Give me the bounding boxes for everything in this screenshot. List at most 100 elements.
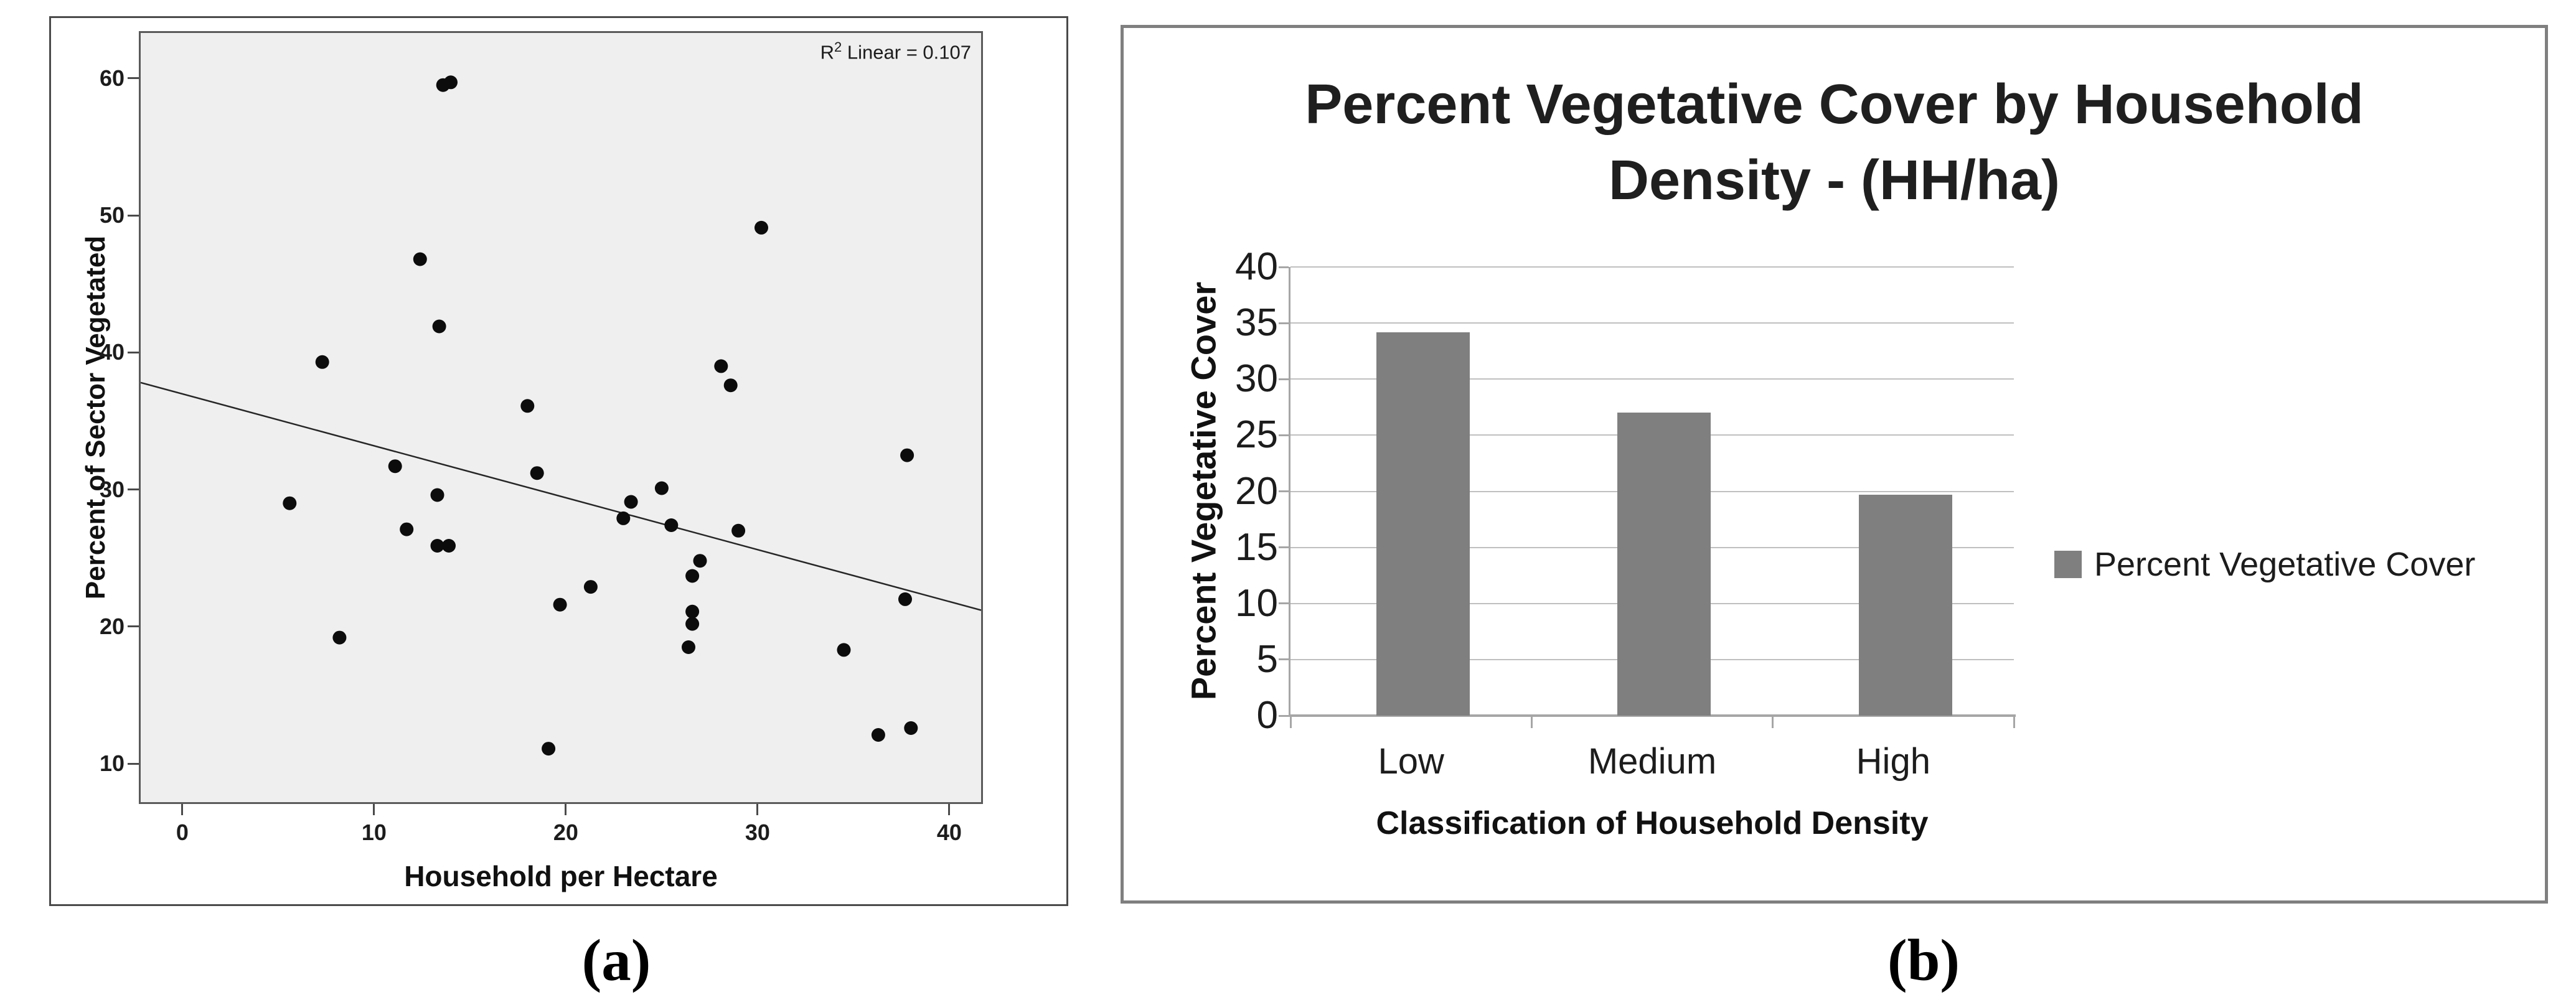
bar-y-tick-mark xyxy=(1279,266,1289,268)
bar-x-axis-title: Classification of Household Density xyxy=(1376,805,1929,841)
scatter-y-tick-label: 40 xyxy=(99,339,125,365)
data-point xyxy=(685,569,700,583)
scatter-y-tick-mark xyxy=(128,214,139,217)
bar-plot-area: 0 5 10 15 20 25 30 35 40 Low Medium High xyxy=(1235,245,2016,782)
data-point xyxy=(685,604,700,619)
r-squared-base: R xyxy=(820,41,835,63)
scatter-x-tick-mark xyxy=(181,804,184,815)
gridline xyxy=(1290,322,2014,324)
bar-chart-title: Percent Vegetative Cover by Household De… xyxy=(1124,67,2545,218)
scatter-y-tick-mark xyxy=(128,625,139,628)
data-point xyxy=(520,399,535,413)
scatter-x-tick-label: 0 xyxy=(176,820,189,845)
data-point xyxy=(315,355,329,369)
bar-category-label-medium: Medium xyxy=(1587,741,1717,782)
data-point xyxy=(553,597,567,612)
data-point xyxy=(583,580,598,594)
bar-category-label-high: High xyxy=(1856,741,1930,782)
bar-y-tick-mark xyxy=(1279,714,1289,717)
caption-b: (b) xyxy=(1887,927,1960,993)
scatter-y-axis-title: Percent of Sector Vegetated xyxy=(80,235,111,600)
data-point xyxy=(685,617,700,631)
gridline xyxy=(1290,378,2014,380)
panel-a-scatter: Percent of Sector Vegetated R2 Linear = … xyxy=(49,16,1068,906)
bar-y-tick-label: 35 xyxy=(1235,301,1278,345)
data-point xyxy=(904,721,918,735)
bar-high xyxy=(1858,494,1952,716)
bar-y-tick-mark xyxy=(1279,434,1289,436)
data-point xyxy=(871,728,885,742)
bar-y-tick-label: 5 xyxy=(1256,637,1278,681)
bar-y-tick-label: 25 xyxy=(1235,413,1278,457)
bar-y-tick-label: 15 xyxy=(1235,525,1278,569)
scatter-y-tick-label: 30 xyxy=(99,476,125,502)
r-squared-annotation: R2 Linear = 0.107 xyxy=(820,39,971,63)
scatter-y-tick-label: 10 xyxy=(99,750,125,777)
r-squared-exponent: 2 xyxy=(834,39,842,55)
data-point xyxy=(430,539,444,553)
scatter-y-tick-mark xyxy=(128,488,139,491)
data-point xyxy=(654,481,669,495)
bar-y-axis-line xyxy=(1289,267,1290,717)
data-point xyxy=(900,448,914,462)
data-point xyxy=(283,496,297,510)
data-point xyxy=(714,359,728,373)
data-point xyxy=(388,459,402,474)
scatter-x-tick-label: 30 xyxy=(745,820,770,845)
bar-chart-title-line1: Percent Vegetative Cover by Household xyxy=(1305,73,2364,136)
bar-y-tick-mark xyxy=(1279,378,1289,380)
data-point xyxy=(616,511,631,525)
bar-y-tick-label: 0 xyxy=(1256,694,1278,737)
data-point xyxy=(837,643,851,657)
scatter-y-tick-mark xyxy=(128,77,139,80)
bar-x-tick-mark xyxy=(1530,716,1533,728)
scatter-x-axis-title: Household per Hectare xyxy=(404,860,718,892)
scatter-y-tick-label: 60 xyxy=(99,65,125,91)
data-point xyxy=(430,488,444,502)
scatter-x-tick-mark xyxy=(373,804,375,815)
data-point xyxy=(432,319,446,334)
bar-low xyxy=(1376,332,1470,716)
bar-x-tick-mark xyxy=(1772,716,1774,728)
data-point xyxy=(693,554,707,568)
data-point xyxy=(731,523,746,538)
data-point xyxy=(723,378,738,393)
scatter-y-tick-label: 20 xyxy=(99,613,125,639)
data-point xyxy=(682,640,695,654)
scatter-canvas xyxy=(141,75,981,756)
bar-y-tick-label: 30 xyxy=(1235,357,1278,401)
bar-x-tick-mark xyxy=(2013,716,2015,728)
data-point xyxy=(444,75,458,90)
bar-x-axis-line xyxy=(1289,714,2016,717)
bar-y-tick-mark xyxy=(1279,322,1289,324)
bar-x-tick-mark xyxy=(1289,716,1292,728)
bar-y-tick-label: 20 xyxy=(1235,469,1278,513)
bar-chart-title-line2: Density - (HH/ha) xyxy=(1608,149,2061,212)
gridline xyxy=(1290,266,2014,268)
data-point xyxy=(664,518,679,532)
bar-y-tick-mark xyxy=(1279,546,1289,549)
scatter-x-tick-label: 20 xyxy=(553,820,578,845)
caption-a: (a) xyxy=(581,927,651,993)
data-point xyxy=(530,466,544,480)
scatter-plot-area: R2 Linear = 0.107 xyxy=(139,31,983,804)
bar-y-tick-mark xyxy=(1279,490,1289,492)
data-point xyxy=(413,252,427,266)
scatter-x-tick-label: 40 xyxy=(936,820,962,845)
data-point xyxy=(400,522,414,536)
scatter-y-tick-mark xyxy=(128,351,139,353)
bar-category-label-low: Low xyxy=(1378,741,1444,782)
data-point xyxy=(442,539,456,553)
bar-medium xyxy=(1617,413,1711,716)
trend-line xyxy=(141,381,981,611)
data-point xyxy=(898,592,912,606)
data-point xyxy=(332,630,347,645)
legend-label: Percent Vegetative Cover xyxy=(2094,546,2476,583)
panel-b-bar-chart: Percent Vegetative Cover by Household De… xyxy=(1121,25,2548,904)
scatter-x-tick-mark xyxy=(756,804,759,815)
scatter-x-tick-label: 10 xyxy=(361,820,387,845)
data-point xyxy=(624,495,638,509)
bar-legend: Percent Vegetative Cover xyxy=(2054,545,2475,584)
data-point xyxy=(542,742,556,756)
scatter-y-tick-mark xyxy=(128,762,139,765)
